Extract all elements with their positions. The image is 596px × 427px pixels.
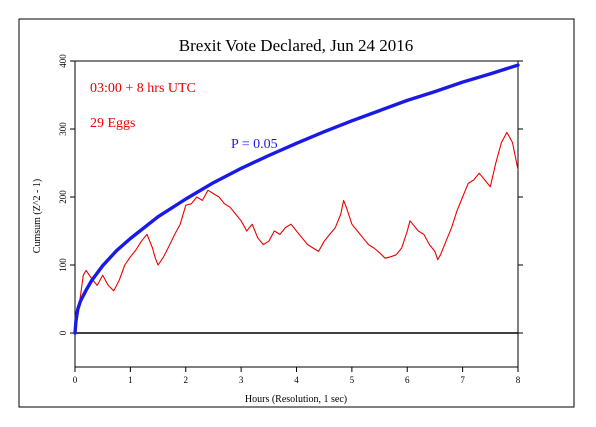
plot-axes: 0 1 2 3 4 5 6 7 8 0 100 200 300 400 xyxy=(58,54,523,385)
x-tick-label: 1 xyxy=(128,375,133,385)
p-value-envelope-curve xyxy=(73,63,520,335)
annotation-time: 03:00 + 8 hrs UTC xyxy=(90,81,196,96)
x-axis-label: Hours (Resolution, 1 sec) xyxy=(245,394,347,405)
x-tick-label: 8 xyxy=(516,375,521,385)
x-tick-label: 7 xyxy=(460,375,465,385)
figure-border xyxy=(18,18,575,408)
annotation-eggs: 29 Eggs xyxy=(90,116,136,131)
y-tick-label: 0 xyxy=(58,330,68,335)
x-tick-label: 4 xyxy=(294,375,299,385)
x-tick-label: 6 xyxy=(405,375,410,385)
cumsum-series-line xyxy=(74,131,519,334)
y-tick-label: 100 xyxy=(58,258,68,272)
y-tick-label: 300 xyxy=(58,122,68,136)
y-tick-label: 400 xyxy=(58,54,68,68)
annotation-p-value: P = 0.05 xyxy=(231,137,278,152)
chart-title: Brexit Vote Declared, Jun 24 2016 xyxy=(179,36,414,55)
y-tick-label: 200 xyxy=(58,190,68,204)
series-layer xyxy=(73,63,520,335)
x-tick-label: 2 xyxy=(184,375,189,385)
y-axis-label: Cumsum (Z^2 - 1) xyxy=(32,179,43,253)
x-tick-label: 3 xyxy=(239,375,244,385)
x-tick-label: 0 xyxy=(73,375,78,385)
x-tick-label: 5 xyxy=(350,375,355,385)
